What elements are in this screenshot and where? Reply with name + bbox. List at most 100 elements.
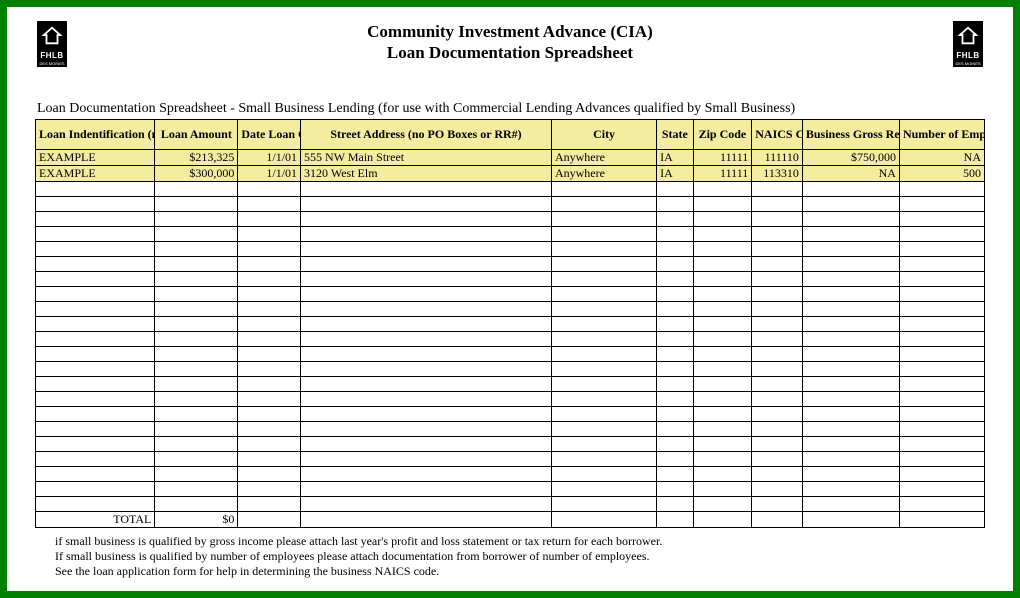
cell <box>301 271 552 286</box>
cell <box>36 271 155 286</box>
cell <box>238 451 301 466</box>
cell <box>36 331 155 346</box>
cell <box>693 511 752 527</box>
cell <box>752 376 803 391</box>
cell: $750,000 <box>802 149 899 165</box>
cell <box>551 226 656 241</box>
cell <box>899 451 984 466</box>
cell <box>551 436 656 451</box>
table-row <box>36 451 985 466</box>
cell <box>752 436 803 451</box>
cell <box>693 226 752 241</box>
table-row <box>36 466 985 481</box>
cell: 555 NW Main Street <box>301 149 552 165</box>
cell <box>301 211 552 226</box>
table-row <box>36 256 985 271</box>
cell: EXAMPLE <box>36 149 155 165</box>
cell <box>36 481 155 496</box>
cell <box>155 466 238 481</box>
cell <box>693 241 752 256</box>
cell <box>36 406 155 421</box>
cell <box>301 181 552 196</box>
cell <box>238 256 301 271</box>
cell <box>802 286 899 301</box>
cell <box>802 211 899 226</box>
cell <box>657 466 693 481</box>
cell <box>752 181 803 196</box>
cell <box>36 421 155 436</box>
cell <box>802 331 899 346</box>
cell <box>802 376 899 391</box>
table-row: EXAMPLE$213,3251/1/01555 NW Main StreetA… <box>36 149 985 165</box>
cell <box>155 496 238 511</box>
cell <box>657 196 693 211</box>
cell <box>155 241 238 256</box>
logo-sub-left: DES MOINES <box>37 61 66 67</box>
cell <box>551 496 656 511</box>
cell <box>551 376 656 391</box>
col-zip: Zip Code <box>693 119 752 149</box>
cell <box>155 346 238 361</box>
cell <box>36 346 155 361</box>
cell <box>899 466 984 481</box>
cell <box>301 316 552 331</box>
cell <box>657 331 693 346</box>
cell <box>238 436 301 451</box>
cell <box>752 316 803 331</box>
cell <box>802 181 899 196</box>
cell <box>155 376 238 391</box>
title-line1: Community Investment Advance (CIA) <box>69 21 951 42</box>
cell <box>802 241 899 256</box>
table-row <box>36 496 985 511</box>
table-row <box>36 406 985 421</box>
cell <box>301 391 552 406</box>
cell <box>657 301 693 316</box>
cell: 111110 <box>752 149 803 165</box>
table-row <box>36 241 985 256</box>
cell <box>238 181 301 196</box>
cell <box>36 316 155 331</box>
cell <box>693 316 752 331</box>
logo-text-left: FHLB <box>37 51 66 61</box>
cell: 113310 <box>752 165 803 181</box>
cell <box>752 421 803 436</box>
cell <box>155 256 238 271</box>
cell <box>752 211 803 226</box>
cell <box>802 301 899 316</box>
cell <box>238 211 301 226</box>
cell <box>899 421 984 436</box>
cell <box>551 196 656 211</box>
cell <box>657 181 693 196</box>
table-row <box>36 436 985 451</box>
cell <box>693 451 752 466</box>
cell <box>36 241 155 256</box>
page: FHLB DES MOINES Community Investment Adv… <box>7 7 1013 579</box>
table-row <box>36 211 985 226</box>
cell <box>238 226 301 241</box>
cell <box>155 211 238 226</box>
cell <box>899 361 984 376</box>
cell: IA <box>657 149 693 165</box>
total-row: TOTAL$0 <box>36 511 985 527</box>
cell <box>802 346 899 361</box>
cell <box>802 271 899 286</box>
cell <box>752 451 803 466</box>
col-date: Date Loan Closed <box>238 119 301 149</box>
table-row <box>36 376 985 391</box>
col-emp: Number of Employees <box>899 119 984 149</box>
cell <box>238 196 301 211</box>
cell <box>657 346 693 361</box>
cell <box>899 211 984 226</box>
logo-text-right: FHLB <box>953 51 982 61</box>
cell <box>802 451 899 466</box>
cell <box>36 436 155 451</box>
cell <box>752 481 803 496</box>
table-row <box>36 481 985 496</box>
cell <box>551 391 656 406</box>
cell <box>301 421 552 436</box>
cell <box>36 256 155 271</box>
cell: Anywhere <box>551 149 656 165</box>
cell <box>693 496 752 511</box>
cell <box>36 211 155 226</box>
cell <box>899 241 984 256</box>
